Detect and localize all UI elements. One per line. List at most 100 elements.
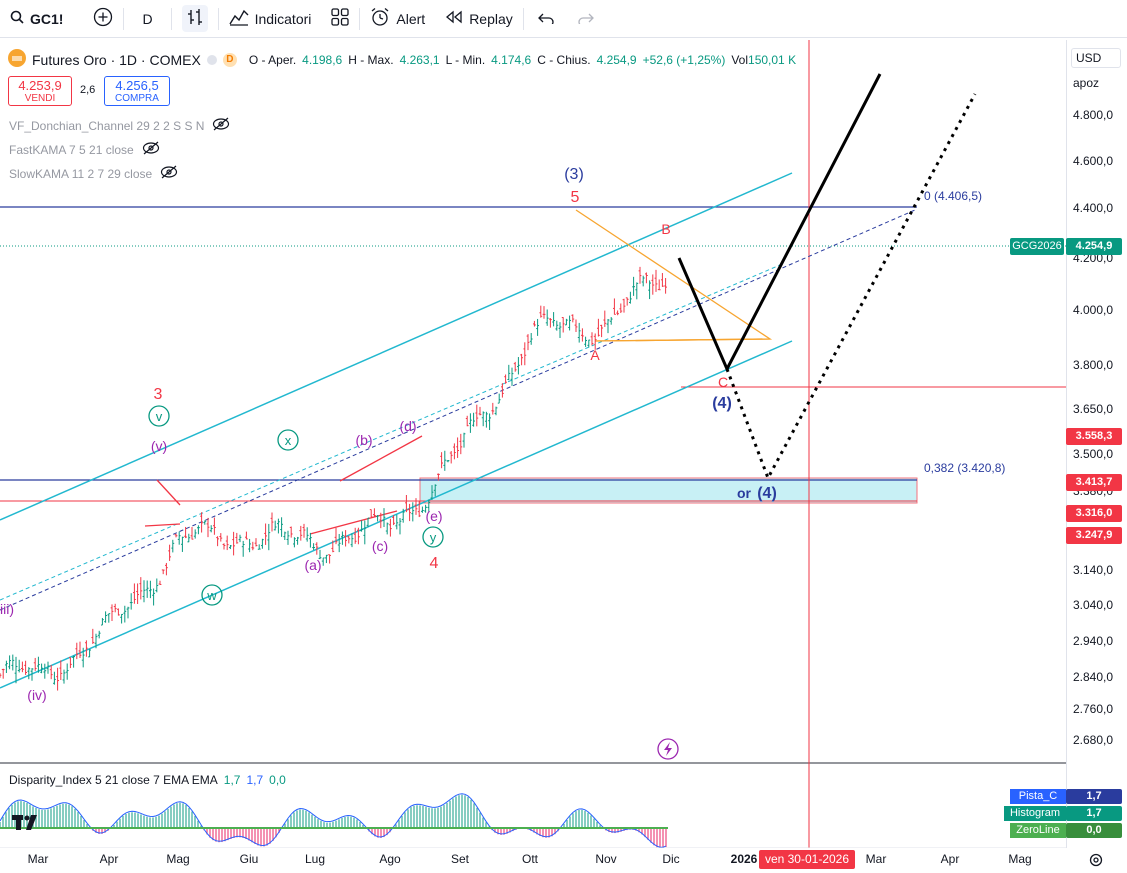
- currency-select[interactable]: USD: [1071, 48, 1121, 68]
- price-tick-label: 3.040,0: [1073, 598, 1114, 612]
- pista-value: 1,7: [1066, 789, 1122, 804]
- indicators-label: Indicatori: [254, 10, 312, 27]
- market-status-badge: D: [222, 52, 237, 67]
- interval-label: D: [142, 10, 153, 27]
- sell-label: VENDI: [24, 93, 56, 104]
- legend-title: Futures Oro · 1D · COMEX: [32, 51, 201, 68]
- rewind-icon: [445, 10, 463, 27]
- fib-level-label: 0,382 (3.420,8): [924, 461, 1005, 475]
- toolbar-divider: [170, 7, 172, 30]
- volume-value: 150,01 K: [748, 52, 797, 67]
- indicator-fastkama[interactable]: FastKAMA 7 5 21 close: [9, 141, 160, 158]
- time-tick-label: Mar: [27, 852, 49, 866]
- buy-button[interactable]: 4.256,5 COMPRA: [104, 76, 170, 106]
- status-dot-icon: [206, 54, 217, 65]
- search-icon: [10, 10, 24, 27]
- price-tick-label: 4.600,0: [1073, 154, 1114, 168]
- symbol-price-tag: GCG2026: [1010, 238, 1064, 255]
- eye-off-icon[interactable]: [142, 141, 160, 158]
- settings-gear-icon[interactable]: [1088, 852, 1104, 873]
- channel-mid: [0, 264, 781, 601]
- eye-off-icon[interactable]: [212, 117, 230, 134]
- wave-label: (e): [425, 508, 442, 524]
- oscillator-value: 1,7: [223, 773, 241, 787]
- wave-label: (d): [399, 418, 416, 434]
- symbol-search[interactable]: GC1!: [0, 0, 73, 38]
- indicator-label: SlowKAMA 11 2 7 29 close: [9, 166, 153, 181]
- time-tick-label: Mar: [865, 852, 887, 866]
- wave-label: iii): [0, 601, 14, 617]
- toolbar-divider: [217, 7, 219, 30]
- layouts-button[interactable]: [321, 0, 359, 38]
- change-value: +52,6 (+1,25%): [642, 52, 726, 67]
- wave-label: (4): [712, 395, 732, 412]
- bar-chart-icon: [181, 5, 208, 32]
- wave-label: 5: [571, 189, 580, 206]
- spread-value: 2,6: [80, 84, 96, 96]
- alt-wave-label: (4): [757, 485, 777, 502]
- histogram-tag: Histogram: [1004, 806, 1066, 821]
- symbol-legend: Futures Oro · 1D · COMEX D O - Aper. 4.1…: [8, 49, 796, 70]
- alt-wave-prefix: or: [737, 485, 752, 501]
- oscillator-legend: Disparity_Index 5 21 close 7 EMA EMA 1,7…: [9, 773, 286, 787]
- indicator-slowkama[interactable]: SlowKAMA 11 2 7 29 close: [9, 165, 178, 182]
- price-tick-label: 3.500,0: [1073, 447, 1114, 461]
- time-tick-label: Lug: [304, 852, 326, 866]
- redo-button[interactable]: [568, 0, 604, 38]
- channel-lower: [0, 340, 793, 689]
- redo-icon: [578, 11, 594, 27]
- wave-label: A: [590, 347, 600, 363]
- undo-button[interactable]: [524, 0, 568, 38]
- wedge-lower: [309, 510, 398, 535]
- indicator-donchian[interactable]: VF_Donchian_Channel 29 2 2 S S N: [9, 117, 230, 134]
- time-tick-label: Apr: [99, 852, 119, 866]
- wave-label: v: [156, 409, 163, 424]
- oscillator-value: 1,7: [246, 773, 264, 787]
- pista-tag: Pista_C: [1010, 789, 1066, 804]
- compare-button[interactable]: [73, 0, 123, 38]
- pattern-line: [144, 523, 181, 527]
- replay-button[interactable]: Replay: [435, 0, 523, 38]
- alert-button[interactable]: Alert: [360, 0, 435, 38]
- wave-circle: [148, 405, 170, 427]
- chart-type-button[interactable]: [172, 0, 218, 38]
- lightning-icon[interactable]: [657, 738, 679, 760]
- time-tick-label: Dic: [662, 852, 680, 866]
- high-value: 4.263,1: [399, 52, 440, 67]
- trend-dashed: [0, 209, 916, 611]
- interval-button[interactable]: D: [124, 0, 170, 38]
- price-tick-label: 3.800,0: [1073, 358, 1114, 372]
- fib-level-label: 0 (4.406,5): [924, 189, 982, 203]
- wave-label: C: [718, 374, 728, 390]
- oscillator-name: Disparity_Index 5 21 close 7 EMA EMA: [9, 773, 218, 787]
- open-label: O - Aper.: [248, 52, 297, 67]
- scale-mode[interactable]: apoz: [1073, 76, 1100, 90]
- wave-label: (c): [372, 538, 388, 554]
- sell-price: 4.253,9: [18, 78, 62, 93]
- close-value: 4.254,9: [596, 52, 637, 67]
- volume-label: Vol: [731, 52, 749, 67]
- support-zone: [419, 477, 918, 504]
- price-tag: 3.413,7: [1066, 474, 1122, 491]
- indicators-button[interactable]: Indicatori: [219, 0, 322, 38]
- wave-label: w: [206, 588, 217, 603]
- histogram-value: 1,7: [1066, 806, 1122, 821]
- toolbar-divider: [359, 7, 361, 30]
- wave-label: (a): [304, 557, 321, 573]
- buy-price: 4.256,5: [115, 78, 159, 93]
- eye-off-icon[interactable]: [160, 165, 178, 182]
- wave-label: x: [285, 433, 292, 448]
- wave-label: B: [661, 221, 670, 237]
- disparity-oscillator: [0, 793, 667, 848]
- price-chart[interactable]: (3) 5 B A C (4) or (4) 3 4 v (v) x w y (…: [0, 40, 1066, 848]
- sell-button[interactable]: 4.253,9 VENDI: [8, 76, 72, 106]
- open-value: 4.198,6: [302, 52, 343, 67]
- time-tick-label: Mag: [166, 852, 190, 866]
- time-axis[interactable]: Mar Apr Mag Giu Lug Ago Set Ott Nov Dic 2026 Mar Apr…: [0, 848, 1066, 872]
- projection-dotted: [725, 93, 977, 482]
- time-tick-label: Apr: [940, 852, 960, 866]
- wave-label: 3: [154, 386, 163, 403]
- high-label: H - Max.: [348, 52, 394, 67]
- zeroline-tag: ZeroLine: [1010, 823, 1066, 838]
- undo-icon: [537, 11, 554, 27]
